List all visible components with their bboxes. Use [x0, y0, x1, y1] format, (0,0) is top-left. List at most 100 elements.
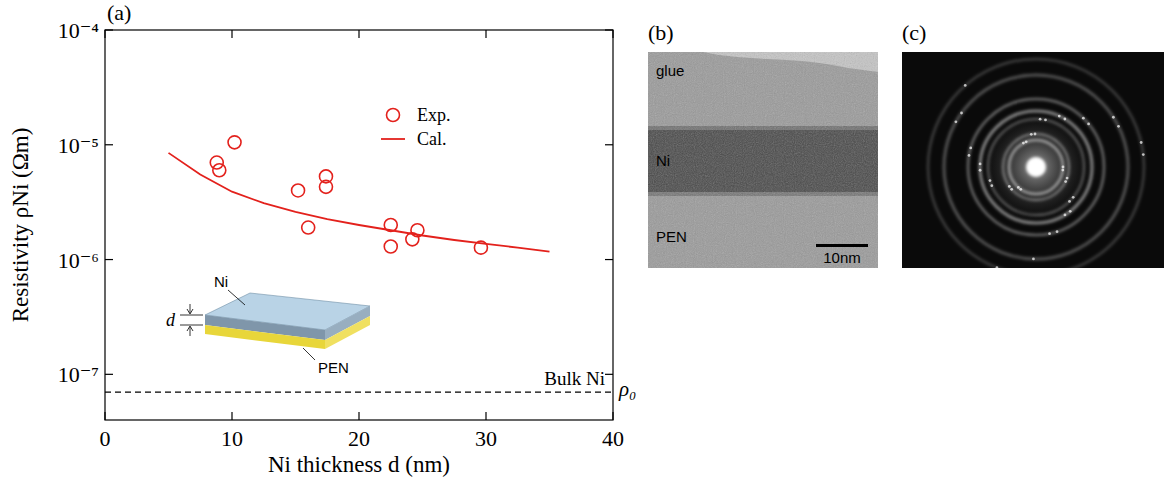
pen-leader — [303, 348, 315, 360]
diff-spot — [954, 120, 957, 123]
calc-line — [169, 153, 550, 252]
x-tick-label: 20 — [348, 426, 370, 451]
diff-spot — [1048, 232, 1051, 235]
diff-spot — [1019, 188, 1022, 191]
diff-spot — [989, 179, 992, 182]
plot-data — [105, 136, 613, 392]
diff-spot — [1022, 142, 1025, 145]
y-tick — [105, 144, 113, 145]
legend-swatch — [387, 109, 400, 122]
exp-point — [384, 240, 397, 253]
diff-ring — [980, 111, 1092, 223]
bulk-line — [105, 391, 613, 392]
x-tick-label: 30 — [475, 426, 497, 451]
legend-swatch — [381, 138, 405, 140]
diff-spot — [1066, 177, 1069, 180]
diff-spot — [1061, 169, 1064, 172]
diff-halo — [976, 107, 1096, 227]
exp-point — [292, 184, 305, 197]
diff-spot — [968, 154, 971, 157]
central-beam — [1026, 157, 1046, 177]
panel-label: (a) — [107, 0, 131, 25]
diff-spot — [1025, 140, 1028, 143]
diff-ring — [1003, 134, 1069, 200]
diff-spot — [1087, 122, 1090, 125]
scale-bar — [816, 244, 868, 247]
diff-spot — [1010, 188, 1013, 191]
inset-d-label: d — [166, 310, 176, 330]
pen-front — [205, 325, 325, 349]
diff-spot — [1082, 117, 1085, 120]
diff-spot — [1039, 118, 1042, 121]
bulk-symbol: ρ₀ — [618, 377, 636, 401]
diff-spot — [1034, 133, 1037, 136]
diff-spot — [1063, 118, 1066, 121]
diff-ring — [1009, 140, 1063, 194]
diff-spot — [1117, 125, 1120, 128]
y-axis-title: Resistivity ρNi (Ωm) — [8, 128, 33, 323]
diff-spot — [1017, 186, 1020, 189]
diff-spot — [990, 184, 993, 187]
x-tick-top — [358, 30, 359, 38]
diff-spot — [979, 169, 982, 172]
x-tick — [104, 412, 105, 420]
diff-spot — [1058, 115, 1061, 118]
diff-spot — [1030, 133, 1033, 136]
exp-point — [228, 136, 241, 149]
diff-spot — [1056, 230, 1059, 233]
x-tick-label: 40 — [602, 426, 624, 451]
diff-spot — [1064, 180, 1067, 183]
d-marker-bottom — [180, 325, 203, 326]
x-axis-title: Ni thickness d (nm) — [268, 452, 450, 477]
d-arrow-up — [187, 326, 193, 336]
scale-bar-label: 10nm — [823, 249, 861, 266]
diff-spot — [979, 162, 982, 165]
legend-label: Cal. — [417, 129, 447, 149]
diff-spot — [1068, 200, 1071, 203]
diff-spot — [1140, 141, 1143, 144]
y-tick — [105, 29, 113, 30]
pen-side — [325, 316, 370, 349]
figure: (a) 0 10 20 30 40 10⁻⁴ 10⁻⁵ 10⁻⁶ 10⁻⁷ Ni thickness… — [0, 0, 1167, 478]
y-tick — [105, 374, 113, 375]
diff-spot — [960, 112, 963, 115]
diff-spot — [964, 84, 967, 87]
d-arrow-down — [187, 304, 193, 314]
x-tick — [231, 412, 232, 420]
tem-base — [648, 52, 878, 268]
diffraction-image — [902, 52, 1164, 268]
y-tick-label: 10⁻⁵ — [58, 133, 99, 158]
y-tick-right — [605, 144, 613, 145]
tem-noise — [648, 52, 878, 268]
y-tick-label: 10⁻⁷ — [58, 362, 99, 387]
x-tick — [485, 412, 486, 420]
diff-base — [902, 52, 1164, 268]
tem-label: PEN — [656, 228, 687, 245]
plot-frame — [105, 30, 613, 420]
inset-ni-label: Ni — [214, 273, 228, 290]
inset-schematic: Ni d PEN — [166, 273, 370, 376]
x-tick-top — [104, 30, 105, 38]
x-tick — [358, 412, 359, 420]
diff-ring — [988, 119, 1084, 215]
inset-pen-label: PEN — [318, 359, 349, 376]
tem-label: glue — [656, 62, 684, 79]
diff-spot — [1069, 210, 1072, 213]
diff-spot — [1064, 214, 1067, 217]
tem-label: Ni — [656, 152, 670, 169]
exp-point — [210, 156, 223, 169]
legend-label: Exp. — [417, 105, 451, 125]
x-tick-label: 0 — [100, 426, 111, 451]
diff-spot — [969, 146, 972, 149]
diff-spot — [1062, 166, 1065, 169]
panel-label: (b) — [648, 20, 674, 45]
exp-point — [319, 180, 332, 193]
y-tick-label: 10⁻⁶ — [58, 248, 99, 273]
x-tick-label: 10 — [221, 426, 243, 451]
diff-spot — [996, 266, 999, 268]
x-tick — [612, 412, 613, 420]
diff-ring — [968, 99, 1104, 235]
y-tick-label: 10⁻⁴ — [58, 18, 100, 43]
ni-leader — [228, 290, 245, 305]
tem-image — [648, 52, 878, 268]
